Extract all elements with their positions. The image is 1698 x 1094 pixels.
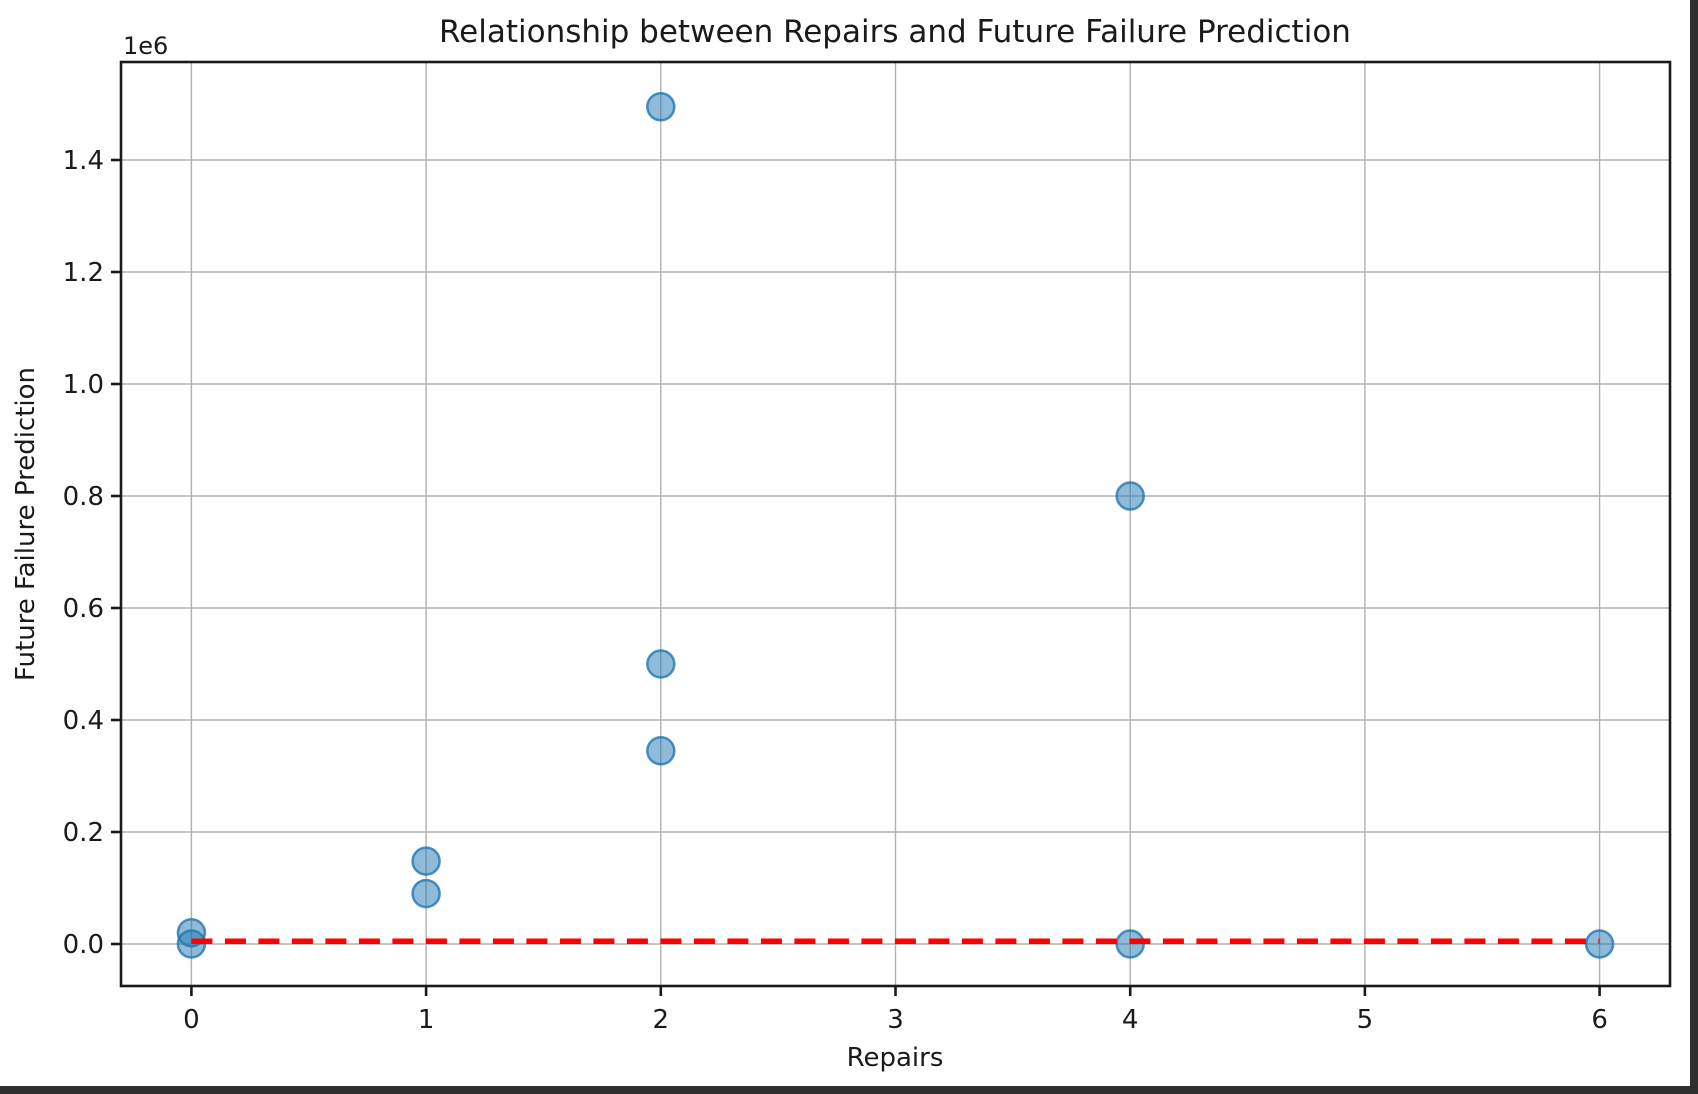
- y-tick-label: 1.2: [63, 258, 104, 288]
- x-axis-label: Repairs: [847, 1043, 944, 1073]
- x-tick-label: 4: [1122, 1005, 1139, 1035]
- gridlines: [121, 62, 1670, 986]
- desktop-edge-right: [1690, 0, 1698, 1094]
- chart-title: Relationship between Repairs and Future …: [439, 14, 1351, 50]
- data-point: [411, 846, 441, 876]
- y-axis-label: Future Failure Prediction: [11, 367, 41, 681]
- x-tick-label: 3: [887, 1005, 904, 1035]
- data-point: [646, 649, 676, 679]
- x-tick-label: 0: [183, 1005, 200, 1035]
- data-point: [646, 736, 676, 766]
- y-tick-label: 0.0: [63, 930, 104, 960]
- data-point: [646, 92, 676, 122]
- y-tick-label: 1.0: [63, 370, 104, 400]
- axis-ticks: [111, 158, 1601, 996]
- x-tick-label: 1: [418, 1005, 435, 1035]
- data-point: [1584, 929, 1615, 959]
- y-tick-label: 1.4: [63, 146, 104, 176]
- y-axis-offset-text: 1e6: [123, 32, 168, 60]
- data-point: [176, 929, 207, 959]
- data-point: [1115, 929, 1145, 959]
- x-tick-label: 2: [653, 1005, 670, 1035]
- y-tick-labels: 0.0 0.2 0.4 0.6 0.8 1.0 1.2 1.4: [63, 146, 104, 960]
- desktop-edge-bottom: [0, 1086, 1698, 1094]
- x-tick-label: 5: [1357, 1005, 1374, 1035]
- data-point: [411, 878, 441, 909]
- x-tick-label: 6: [1591, 1005, 1608, 1035]
- data-point: [1115, 481, 1145, 511]
- y-tick-label: 0.8: [63, 482, 104, 512]
- y-tick-label: 0.6: [63, 594, 104, 624]
- y-tick-label: 0.4: [63, 706, 104, 736]
- y-tick-label: 0.2: [63, 818, 104, 848]
- x-tick-labels: 0 1 2 3 4 5 6: [183, 1005, 1608, 1035]
